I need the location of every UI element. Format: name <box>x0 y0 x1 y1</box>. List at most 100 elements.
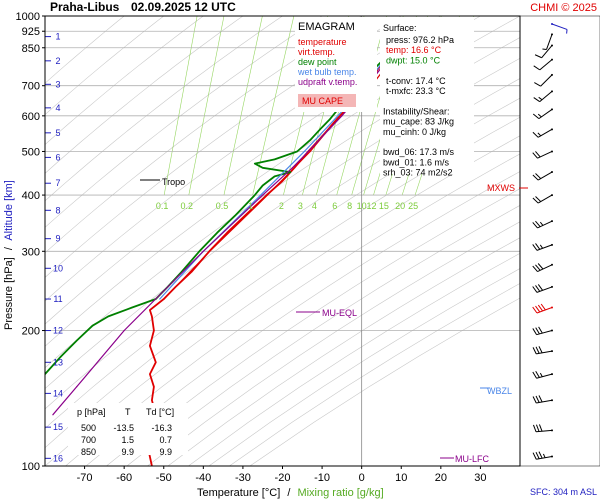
wind-barb-feather <box>535 346 540 354</box>
wind-barb-feather <box>535 451 540 459</box>
wind-barb-base <box>551 150 553 153</box>
altitude-tick-label: 2 <box>55 56 60 66</box>
y-tick-label: 925 <box>22 26 40 38</box>
wind-barb-feather <box>532 174 539 181</box>
level-table-cell: 9.9 <box>159 447 172 457</box>
level-table-cell: 850 <box>81 447 96 457</box>
data-point <box>273 158 276 161</box>
mu-cape-badge <box>298 94 356 107</box>
data-point <box>254 162 256 165</box>
wind-barb-shaft <box>546 34 553 50</box>
mu-cape-badge-label: MU CAPE <box>302 96 343 106</box>
wind-barb-feather <box>535 173 542 179</box>
mxws-label: MXWS <box>487 183 515 193</box>
wind-barb-feather <box>535 424 540 432</box>
y-axis-label-pressure: Pressure [hPa] <box>3 257 15 330</box>
y-axis-title: Pressure [hPa] / Altitude [km] <box>3 180 15 330</box>
wind-barb-feather <box>538 326 543 334</box>
altitude-tick-label: 15 <box>53 422 63 432</box>
altitude-tick-label: 3 <box>55 79 60 89</box>
data-point <box>52 414 54 416</box>
wind-barb-feather <box>532 396 537 404</box>
wind-barb-feather <box>535 264 541 271</box>
wind-barb-feather <box>532 197 539 204</box>
wind-barb-feather <box>535 371 540 378</box>
wind-barb-base <box>551 455 553 458</box>
wind-barb-base <box>551 350 553 353</box>
wind-barb-feather <box>532 452 537 460</box>
legend-item-wet-bulb: wet bulb temp. <box>297 67 357 77</box>
wind-barb-feather <box>535 243 541 250</box>
data-point <box>159 298 161 300</box>
mixing-ratio-label: 1 <box>248 201 253 211</box>
wind-barb-feather <box>534 82 541 87</box>
data-point <box>149 345 151 347</box>
data-point <box>190 271 193 273</box>
data-point <box>341 115 343 117</box>
wind-barb-feather <box>538 424 543 432</box>
wind-barb-base <box>551 306 553 309</box>
surface-line: srh_03: 74 m2/s2 <box>383 168 453 178</box>
x-axis-label-temp: Temperature [°C] <box>197 487 280 499</box>
surface-line: Instability/Shear: <box>383 106 450 116</box>
y-tick-label: 850 <box>22 43 40 55</box>
wind-barb-shaft <box>541 45 553 59</box>
wind-barb-feather <box>532 424 537 432</box>
dry-adiabat-line <box>167 237 520 466</box>
mixing-ratio-label: 20 <box>395 201 405 211</box>
altitude-tick-label: 16 <box>53 453 63 463</box>
altitude-tick-label: 1 <box>55 32 60 42</box>
mixing-ratio-label: 0.2 <box>181 201 194 211</box>
y-tick-label: 100 <box>22 461 40 473</box>
wind-barb-base <box>551 243 553 246</box>
data-point <box>131 306 133 309</box>
data-point <box>153 329 155 332</box>
altitude-tick-label: 12 <box>53 326 63 336</box>
wind-barb-base <box>551 58 553 61</box>
y-tick-label: 1000 <box>16 11 40 23</box>
tropo-label: Tropo <box>162 177 185 187</box>
data-point <box>309 139 311 141</box>
x-axis-label-sep: / <box>287 487 291 499</box>
data-point <box>155 361 157 363</box>
wind-barb-base <box>551 108 553 111</box>
wind-barb-base <box>551 329 553 332</box>
mixing-ratio-label: 2 <box>279 201 284 211</box>
wind-barb-feather <box>538 395 543 403</box>
y-tick-label: 600 <box>22 111 40 123</box>
wind-barb-base <box>551 22 553 25</box>
wind-barb-feather <box>532 131 539 138</box>
altitude-tick-label: 9 <box>55 234 60 244</box>
legend-title: EMAGRAM <box>298 21 355 33</box>
data-point <box>319 128 321 130</box>
dry-adiabat-line <box>147 221 520 466</box>
y-tick-label: 400 <box>22 190 40 202</box>
y-axis-label-sep: / <box>3 246 15 250</box>
level-table: p [hPa] T Td [°C] 500 -13.5 -16.3 700 1.5 0.7… <box>68 403 188 457</box>
y-tick-label: 200 <box>22 326 40 338</box>
data-point <box>76 339 78 342</box>
surface-line: press: 976.2 hPa <box>386 35 454 45</box>
dry-adiabat-line <box>229 283 520 466</box>
data-point <box>262 184 264 187</box>
wind-barb-feather <box>535 220 541 227</box>
level-table-cell: 1.5 <box>121 435 134 445</box>
wind-barb-base <box>551 44 553 47</box>
x-axis-title: Temperature [°C] / Mixing ratio [g/kg] <box>197 487 384 499</box>
surface-line: temp: 16.6 °C <box>386 45 442 55</box>
wind-barb-feather <box>537 304 544 312</box>
wind-barb-feather <box>532 152 538 159</box>
data-point <box>107 315 109 318</box>
wind-panel-frame <box>519 15 600 467</box>
legend-item-temperature: temperature <box>298 37 347 47</box>
data-point <box>296 150 298 153</box>
wind-barb-base <box>551 285 553 288</box>
x-tick-label: 30 <box>474 472 486 484</box>
level-table-cell: -13.5 <box>113 423 134 433</box>
x-axis-label-mixing: Mixing ratio [g/kg] <box>297 487 383 499</box>
wind-barbs <box>532 22 568 460</box>
level-table-header-p: p [hPa] <box>77 407 106 417</box>
level-table-cell: 500 <box>81 423 96 433</box>
